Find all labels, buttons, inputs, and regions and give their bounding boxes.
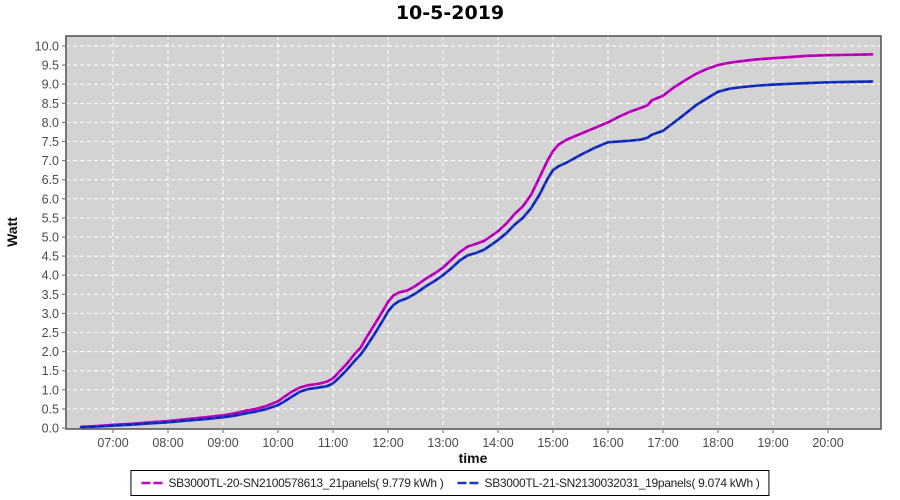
svg-text:1.0: 1.0	[42, 383, 59, 397]
svg-text:14:00: 14:00	[482, 436, 513, 450]
x-axis-title: time	[459, 450, 488, 466]
svg-text:8.0: 8.0	[42, 116, 59, 130]
legend-item-series1: SB3000TL-20-SN2100578613_21panels( 9.779…	[140, 476, 444, 490]
svg-text:09:00: 09:00	[207, 436, 238, 450]
svg-text:0.5: 0.5	[42, 402, 59, 416]
svg-text:8.5: 8.5	[42, 97, 59, 111]
svg-text:10.0: 10.0	[35, 40, 59, 54]
svg-text:3.0: 3.0	[42, 307, 59, 321]
plot-border	[65, 35, 882, 430]
legend-label-series2: SB3000TL-21-SN2130032031_19panels( 9.074…	[484, 476, 760, 490]
svg-text:10:00: 10:00	[262, 436, 293, 450]
svg-text:08:00: 08:00	[152, 436, 183, 450]
legend-item-series2: SB3000TL-21-SN2130032031_19panels( 9.074…	[457, 476, 760, 490]
svg-text:2.5: 2.5	[42, 326, 59, 340]
svg-text:2.0: 2.0	[42, 345, 59, 359]
y-axis-title: Watt	[4, 217, 20, 247]
svg-text:0.0: 0.0	[42, 422, 59, 436]
svg-text:7.0: 7.0	[42, 154, 59, 168]
svg-text:16:00: 16:00	[592, 436, 623, 450]
legend-line-swatch-magenta	[141, 481, 164, 485]
axis-ticks-and-labels: 07:00 08:00 09:00 10:00 11:00 12:00 13:00 14:00…	[35, 40, 844, 451]
svg-text:18:00: 18:00	[702, 436, 733, 450]
svg-text:6.5: 6.5	[42, 173, 59, 187]
svg-text:15:00: 15:00	[537, 436, 568, 450]
svg-text:7.5: 7.5	[42, 135, 59, 149]
svg-text:5.0: 5.0	[42, 231, 59, 245]
svg-text:20:00: 20:00	[812, 436, 843, 450]
svg-text:4.0: 4.0	[42, 269, 59, 283]
svg-text:5.5: 5.5	[42, 211, 59, 225]
legend-box: SB3000TL-20-SN2100578613_21panels( 9.779…	[130, 470, 770, 496]
series-lines	[79, 53, 874, 429]
svg-text:17:00: 17:00	[647, 436, 678, 450]
svg-text:11:00: 11:00	[318, 436, 348, 450]
svg-text:07:00: 07:00	[97, 436, 128, 450]
svg-text:12:00: 12:00	[372, 436, 403, 450]
gridlines	[66, 36, 881, 429]
svg-text:9.5: 9.5	[42, 59, 59, 73]
svg-text:9.0: 9.0	[42, 78, 59, 92]
svg-text:19:00: 19:00	[757, 436, 788, 450]
legend-line-swatch-blue	[457, 481, 480, 485]
svg-text:6.0: 6.0	[42, 192, 59, 206]
chart-title: 10-5-2019	[395, 2, 505, 24]
legend-label-series1: SB3000TL-20-SN2100578613_21panels( 9.779…	[168, 476, 444, 490]
svg-text:4.5: 4.5	[42, 250, 59, 264]
svg-text:1.5: 1.5	[42, 364, 59, 378]
svg-text:13:00: 13:00	[427, 436, 458, 450]
plot-background	[66, 36, 881, 429]
svg-text:3.5: 3.5	[42, 288, 59, 302]
